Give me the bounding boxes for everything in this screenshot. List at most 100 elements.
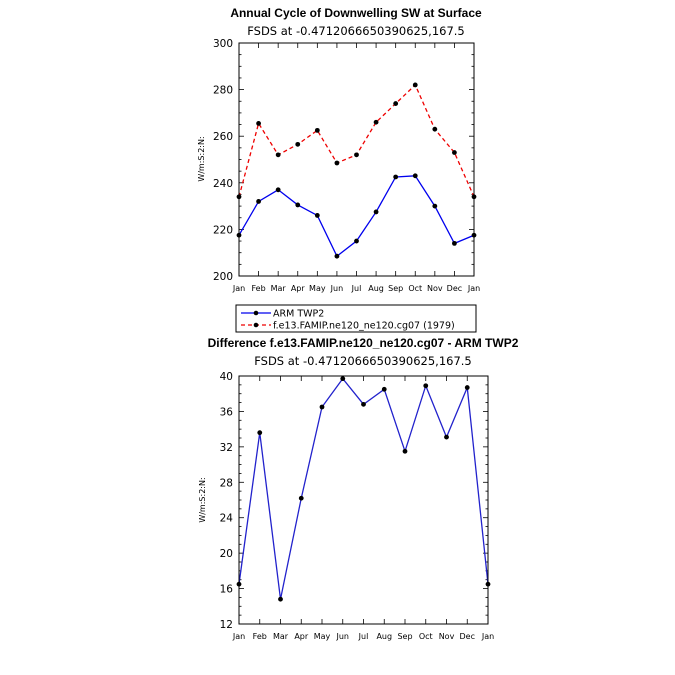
y-tick-label: 260: [213, 131, 233, 143]
data-point: [257, 430, 263, 436]
legend-arm-label: ARM TWP2: [273, 309, 324, 320]
data-point: [314, 127, 320, 133]
data-point: [298, 495, 304, 501]
x-tick-label: Apr: [294, 632, 309, 641]
data-point: [444, 434, 449, 440]
data-point: [412, 173, 418, 179]
data-point: [256, 120, 261, 126]
chart2-subtitle: FSDS at -0.4712066650390625,167.5: [254, 354, 472, 368]
x-tick-label: Mar: [271, 284, 287, 293]
data-point: [432, 126, 438, 132]
data-point: [354, 152, 359, 158]
data-point: [402, 448, 408, 454]
data-point: [381, 386, 387, 392]
x-tick-label: Jul: [358, 632, 369, 641]
chart2-markers: [236, 376, 491, 602]
chart2-title: Difference f.e13.FAMIP.ne120_ne120.cg07 …: [208, 336, 519, 350]
y-tick-label: 12: [220, 619, 233, 631]
chart2-series-lines: [238, 377, 489, 600]
chart1-subtitle: FSDS at -0.4712066650390625,167.5: [247, 24, 465, 38]
chart1-markers: [236, 82, 477, 259]
data-point: [464, 385, 470, 390]
data-point: [334, 160, 340, 166]
data-point: [354, 238, 359, 244]
x-tick-label: Jun: [330, 284, 344, 293]
chart1-title: Annual Cycle of Downwelling SW at Surfac…: [230, 6, 482, 20]
chart1-legend: ARM TWP2 f.e13.FAMIP.ne120_ne120.cg07 (1…: [235, 304, 477, 333]
x-tick-label: Apr: [291, 284, 306, 293]
series-line-0: [238, 377, 489, 600]
y-tick-label: 20: [220, 548, 233, 560]
data-point: [393, 101, 399, 106]
data-point: [295, 141, 301, 147]
x-tick-label: Mar: [273, 632, 289, 641]
x-tick-label: Nov: [427, 284, 443, 293]
data-point: [452, 240, 457, 246]
series-line-1: [238, 83, 475, 198]
legend-arm-marker: [253, 310, 259, 316]
x-tick-label: Jan: [232, 632, 245, 641]
x-tick-label: Oct: [419, 632, 433, 641]
chart1-ylabel: W/m:S:2:N:: [197, 136, 206, 181]
x-tick-label: Jul: [351, 284, 362, 293]
x-tick-label: Feb: [253, 632, 267, 641]
x-tick-label: Aug: [368, 284, 384, 293]
x-tick-label: Sep: [388, 284, 403, 293]
x-tick-label: Jan: [481, 632, 494, 641]
data-point: [361, 401, 366, 407]
data-point: [423, 383, 429, 389]
data-point: [432, 203, 438, 209]
chart2-ylabel: W/m:S:2:N:: [198, 477, 207, 522]
data-point: [334, 253, 340, 259]
data-point: [319, 404, 325, 410]
legend-box: [235, 304, 477, 333]
x-tick-label: Oct: [408, 284, 422, 293]
data-point: [452, 150, 457, 155]
chart-annual-cycle: Annual Cycle of Downwelling SW at Surfac…: [197, 6, 482, 333]
x-tick-label: Jan: [467, 284, 480, 293]
y-tick-label: 240: [213, 178, 233, 190]
chart2-ticks: 12 16 20 24 28 32 36 40 Jan Feb Mar Apr May Jun Jul Aug…: [220, 371, 495, 641]
y-tick-label: 40: [220, 371, 233, 383]
data-point: [295, 202, 301, 208]
x-tick-label: Jun: [336, 632, 350, 641]
chart1-ticks: 200 220 240 260 280 300 Jan Feb Mar Apr May Jun Jul A…: [213, 38, 480, 293]
data-point: [275, 187, 281, 193]
x-tick-label: Jan: [232, 284, 245, 293]
data-point: [278, 596, 283, 602]
y-tick-label: 200: [213, 271, 233, 283]
x-tick-label: Aug: [376, 632, 392, 641]
y-tick-label: 32: [220, 442, 233, 454]
x-tick-label: Dec: [460, 632, 475, 641]
data-point: [373, 119, 379, 125]
chart1-series-lines: [238, 83, 475, 258]
y-tick-label: 36: [220, 406, 234, 418]
data-point: [314, 213, 320, 218]
x-tick-label: Nov: [439, 632, 455, 641]
x-tick-label: Sep: [397, 632, 412, 641]
data-point: [275, 152, 281, 158]
series-line-0: [238, 175, 475, 258]
legend-model-label: f.e13.FAMIP.ne120_ne120.cg07 (1979): [273, 321, 455, 332]
x-tick-label: May: [309, 284, 326, 293]
x-tick-label: May: [314, 632, 331, 641]
y-tick-label: 300: [213, 38, 233, 50]
chart-difference: Difference f.e13.FAMIP.ne120_ne120.cg07 …: [198, 336, 519, 641]
chart1-frame: [238, 42, 475, 277]
y-tick-label: 280: [213, 85, 233, 97]
legend-model-marker: [253, 322, 259, 328]
y-tick-label: 24: [220, 513, 234, 525]
y-tick-label: 16: [220, 584, 234, 596]
y-tick-label: 220: [213, 224, 233, 236]
x-tick-label: Feb: [251, 284, 265, 293]
chart2-frame: [238, 375, 489, 625]
data-point: [256, 199, 261, 204]
data-point: [340, 376, 346, 382]
data-point: [393, 174, 399, 180]
x-tick-label: Dec: [447, 284, 462, 293]
data-point: [373, 209, 379, 215]
data-point: [412, 82, 418, 88]
y-tick-label: 28: [220, 477, 233, 489]
